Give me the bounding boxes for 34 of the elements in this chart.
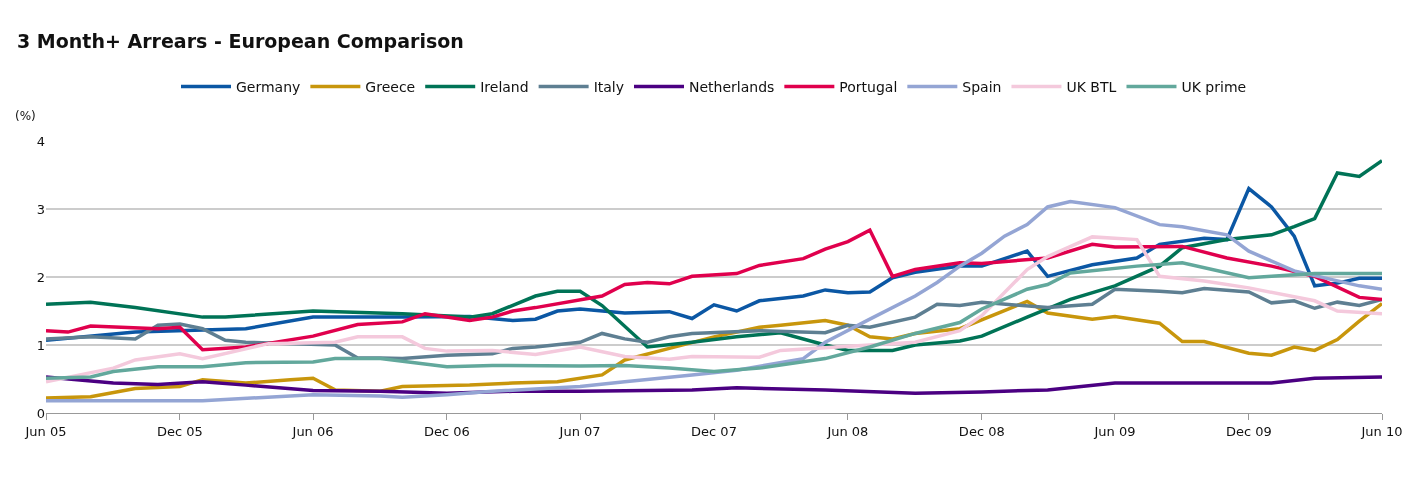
line-series [46,260,1382,381]
y-tick-label: 3 [36,201,45,217]
chart-title: 3 Month+ Arrears - European Comparison [17,30,464,53]
legend-label: Portugal [839,78,898,95]
line-series [46,375,1382,396]
x-tick-label: Jun 07 [558,423,601,439]
x-tick-label: Jun 05 [24,423,67,439]
x-tick-label: Jun 10 [1360,423,1403,439]
y-tick-label: 4 [36,133,45,149]
y-tick-label: 1 [36,337,45,353]
legend-label: Netherlands [689,78,775,95]
line-series [46,286,1382,361]
x-tick-label: Dec 06 [424,423,470,439]
x-tick-label: Jun 08 [826,423,869,439]
legend-label: Germany [236,78,301,95]
y-tick-label: 0 [36,405,45,421]
legend-label: Spain [962,78,1002,95]
line-series [46,158,1382,353]
legend-label: UK BTL [1066,78,1117,95]
x-tick-label: Dec 05 [156,423,203,439]
x-tick-label: Jun 09 [1093,423,1136,439]
line-series [46,199,1382,403]
line-series [46,235,1382,384]
legend-label: Ireland [480,78,529,95]
x-tick-label: Dec 09 [1225,423,1272,439]
y-axis-title: (%) [15,109,36,123]
x-tick-label: Jun 06 [291,423,334,439]
legend-label: Greece [365,78,416,95]
x-tick-label: Dec 07 [691,423,737,439]
legend-label: UK prime [1181,78,1247,95]
legend-label: Italy [593,78,624,95]
y-tick-label: 2 [36,269,45,285]
x-tick-label: Dec 08 [958,423,1005,439]
line-series [46,228,1382,352]
